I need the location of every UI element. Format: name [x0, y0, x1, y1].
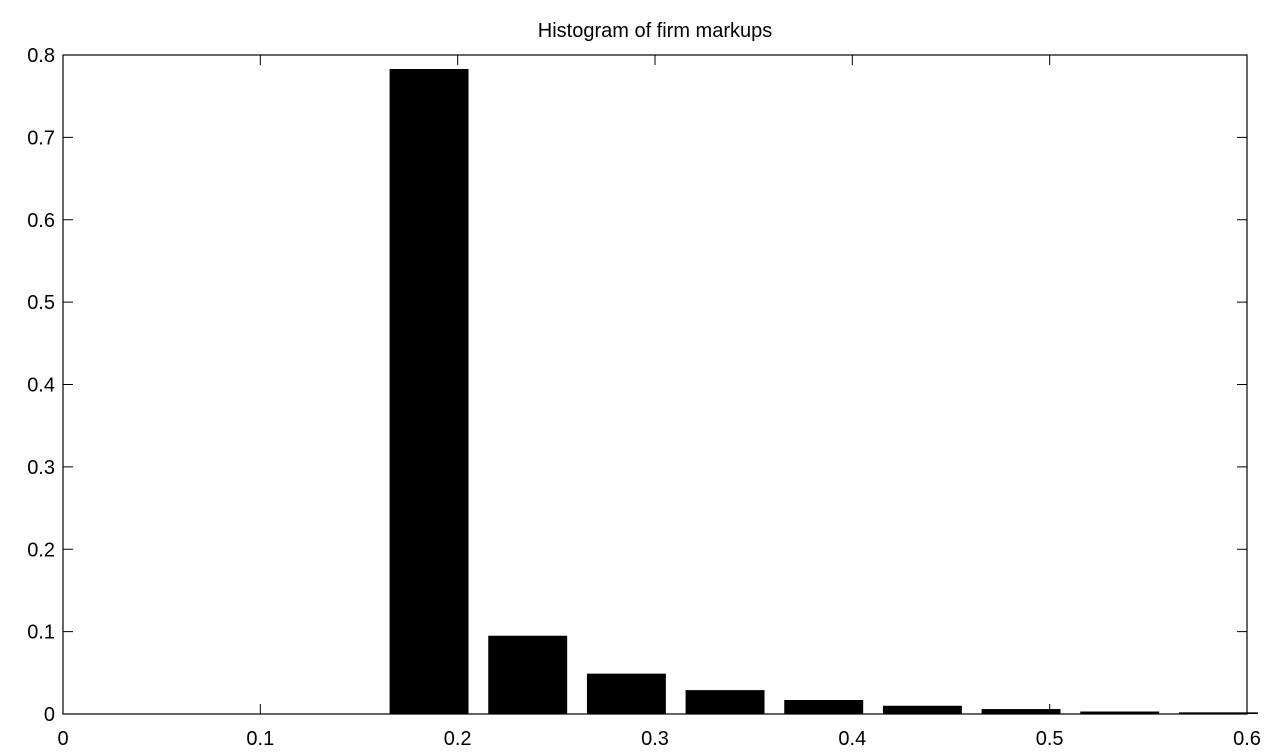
histogram-bar — [685, 690, 765, 714]
y-tick-label: 0.3 — [27, 457, 55, 479]
y-tick-label: 0.5 — [27, 292, 55, 314]
x-tick-label: 0.6 — [1233, 728, 1261, 750]
chart-title: Histogram of firm markups — [538, 20, 773, 42]
y-tick-label: 0.1 — [27, 622, 55, 644]
histogram-bar — [1080, 711, 1160, 714]
histogram-bar — [389, 69, 469, 714]
histogram-bar — [784, 699, 864, 714]
histogram-bar — [981, 709, 1061, 714]
axes: 0 0.1 0.2 0.3 0.4 0.5 0.6 0 0.1 0.2 0.3 0.4 0.5 0.6 0.… — [27, 45, 1261, 750]
x-tick-label: 0.5 — [1036, 728, 1064, 750]
x-tick-label: 0 — [57, 728, 68, 750]
bars — [389, 69, 1258, 714]
histogram-bar — [488, 635, 568, 714]
histogram-bar — [586, 673, 666, 714]
x-tick-label: 0.3 — [641, 728, 669, 750]
y-tick-label: 0.7 — [27, 127, 55, 149]
plot-frame — [62, 54, 1248, 715]
x-tick-label: 0.4 — [838, 728, 866, 750]
histogram-bar — [882, 705, 962, 714]
x-tick-label: 0.1 — [246, 728, 274, 750]
y-tick-label: 0.6 — [27, 210, 55, 232]
y-tick-label: 0 — [44, 704, 55, 726]
x-tick-label: 0.2 — [444, 728, 472, 750]
histogram-bar — [1178, 712, 1258, 714]
y-tick-label: 0.8 — [27, 45, 55, 67]
y-tick-label: 0.2 — [27, 539, 55, 561]
y-tick-label: 0.4 — [27, 375, 55, 397]
